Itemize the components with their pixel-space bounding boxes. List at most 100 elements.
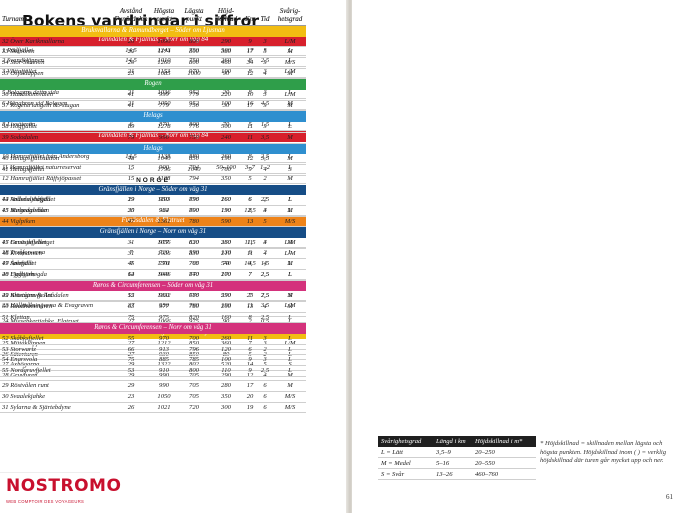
region-heading: Gränsfjällen i Norge – Norr om väg 31	[0, 227, 306, 239]
cell-km: 12	[246, 155, 254, 163]
cell-highest: 1066	[157, 318, 171, 326]
cell-height-diff: 260	[221, 335, 231, 343]
cell-time: 5	[263, 361, 267, 369]
legend-header-length: Längd i km	[436, 438, 466, 445]
cell-highest: 1085	[157, 69, 171, 77]
country-heading: NORGE	[136, 176, 170, 184]
cell-height-diff: 500	[221, 123, 231, 131]
cell-km: 11	[246, 123, 254, 131]
cell-name: 19 Ånnfjället	[2, 259, 37, 267]
header-lowest: Lägsta punkt	[184, 7, 204, 23]
cell-difficulty: L	[288, 260, 292, 268]
cell-name: 52 Skåbksfjellet	[2, 335, 44, 343]
cell-name: 34 Stor-Skarven	[2, 59, 45, 67]
cell-difficulty: M/S	[284, 59, 296, 67]
table-row: 2 Svandkläppen 14,5 1010 750 260 8 2,5 L	[0, 56, 306, 68]
cell-km: 5	[248, 350, 252, 358]
cell-km: 9	[248, 165, 252, 173]
cell-km: 17	[246, 46, 254, 54]
legend-cell: 20–550	[475, 460, 495, 467]
cell-distance: 35	[127, 207, 135, 215]
cell-name: 18 Trvåforsarna	[2, 249, 46, 257]
cell-lowest: 850	[189, 155, 199, 163]
cell-km: 9	[248, 356, 252, 364]
region-heading: Helags	[0, 111, 306, 123]
cell-highest: 770	[159, 260, 169, 268]
cell-distance: 20	[127, 59, 135, 67]
cell-km: 6	[248, 196, 252, 204]
cell-time: 5	[263, 59, 267, 67]
cell-highest: 1174	[157, 48, 171, 56]
cell-difficulty: L/M	[284, 68, 296, 76]
cell-difficulty: L	[288, 46, 292, 54]
cell-distance: 66	[127, 345, 135, 353]
legend-header-row: Svårighetsgrad Längd i km Höjdskillnad i…	[378, 436, 536, 447]
cell-highest: 982	[159, 206, 169, 214]
cell-lowest: 700	[189, 335, 199, 343]
cell-distance: 19	[127, 195, 135, 203]
cell-lowest: 750	[189, 57, 199, 65]
cell-highest: 910	[159, 367, 169, 375]
cell-lowest: 760	[189, 302, 199, 310]
cell-name: 39 Sododalen	[2, 133, 39, 141]
cell-time: 6	[263, 382, 267, 390]
cell-height-diff: 550	[221, 291, 231, 299]
cell-height-diff: 100	[221, 100, 231, 107]
cell-height-diff: 360	[221, 238, 231, 246]
cell-time: 1–2	[260, 164, 270, 171]
cell-distance: 29	[127, 382, 135, 390]
cell-time: 7,5	[260, 291, 270, 299]
cell-height-diff: 30	[222, 101, 230, 109]
cell-km: 16	[246, 100, 254, 107]
cell-height-diff: 290	[221, 292, 231, 300]
header-difficulty: Svårig- hetsgrad	[277, 7, 303, 23]
cell-height-diff: 230	[221, 239, 231, 247]
cell-km: 8	[248, 313, 252, 321]
page-gutter	[346, 0, 354, 513]
cell-height-diff: 90	[222, 318, 230, 326]
cell-height-diff: 290	[221, 37, 231, 45]
cell-km: 11	[246, 302, 254, 310]
cell-distance: –	[129, 165, 133, 173]
header-name: Turnamn	[2, 14, 28, 23]
legend-row: S = Svår 13–26 460–760	[378, 469, 536, 480]
cell-difficulty: L	[288, 196, 292, 204]
cell-lowest: 830	[189, 249, 199, 257]
cell-height-diff: 90	[222, 69, 230, 77]
cell-height-diff: 100	[221, 270, 231, 278]
cell-time: 5	[263, 123, 267, 131]
cell-height-diff: 160	[221, 313, 231, 321]
cell-difficulty: L	[288, 271, 292, 279]
cell-distance: 20	[127, 37, 135, 45]
cell-height-diff: 220	[221, 91, 231, 99]
cell-name: 14 Anderssjöåfjället	[2, 195, 56, 203]
cell-highest: 870	[159, 121, 169, 129]
header-height-diff: Höjd- skillnad	[214, 7, 238, 23]
cell-km: 5	[248, 121, 252, 129]
cell-time: 3	[263, 89, 267, 97]
cell-height-diff: 270	[221, 271, 231, 279]
cell-difficulty: L/M	[284, 239, 296, 247]
cell-time: 2,5	[260, 313, 270, 321]
cell-km: 8	[248, 57, 252, 65]
cell-name: 1 Rödfjället	[2, 46, 33, 54]
cell-lowest: 800	[189, 367, 199, 375]
cell-time: 3,5	[260, 155, 270, 163]
cell-time: 5	[263, 217, 267, 225]
cell-name: 6 Hängbron vid Bolagen	[2, 100, 68, 107]
cell-km: 7	[248, 292, 252, 300]
cell-time: 4	[263, 69, 267, 77]
cell-time: 2,5	[260, 270, 270, 278]
cell-lowest: 800	[189, 59, 199, 67]
cell-time: 3	[263, 339, 267, 347]
cell-km: 9	[248, 37, 252, 45]
table-row: 29 Röstvålen runt 29 990 705 280 17 6 M	[0, 381, 306, 393]
cell-difficulty: M	[287, 69, 293, 77]
table-row: 38 Högfjället 89 1278 776 500 11 5 L	[0, 122, 306, 133]
cell-lowest: 760	[189, 259, 199, 267]
cell-km: 12	[246, 69, 254, 77]
cell-difficulty: L	[288, 164, 292, 171]
cell-distance: 14,5	[125, 153, 137, 161]
region-heading: Tänndalen & Fjällnäs – Norr om väg 84	[0, 130, 306, 142]
table-row: 37 Rogentriangeln & -stugan 41 779 750 30 17 5…	[0, 101, 306, 112]
